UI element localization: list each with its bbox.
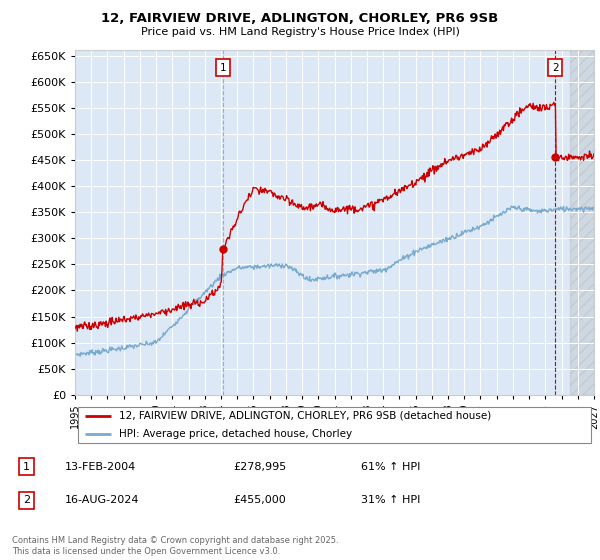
Text: 13-FEB-2004: 13-FEB-2004 [64,462,136,472]
Text: £455,000: £455,000 [233,495,286,505]
Text: £278,995: £278,995 [233,462,286,472]
Text: 2: 2 [552,63,559,73]
Text: Price paid vs. HM Land Registry's House Price Index (HPI): Price paid vs. HM Land Registry's House … [140,27,460,37]
Text: 12, FAIRVIEW DRIVE, ADLINGTON, CHORLEY, PR6 9SB: 12, FAIRVIEW DRIVE, ADLINGTON, CHORLEY, … [101,12,499,25]
Text: Contains HM Land Registry data © Crown copyright and database right 2025.
This d: Contains HM Land Registry data © Crown c… [12,536,338,556]
Text: 61% ↑ HPI: 61% ↑ HPI [361,462,421,472]
Text: 1: 1 [220,63,226,73]
Bar [569,50,594,395]
Text: 31% ↑ HPI: 31% ↑ HPI [361,495,421,505]
Text: 16-AUG-2024: 16-AUG-2024 [64,495,139,505]
Text: HPI: Average price, detached house, Chorley: HPI: Average price, detached house, Chor… [119,430,352,439]
Text: 1: 1 [23,462,30,472]
Text: 12, FAIRVIEW DRIVE, ADLINGTON, CHORLEY, PR6 9SB (detached house): 12, FAIRVIEW DRIVE, ADLINGTON, CHORLEY, … [119,411,491,421]
FancyBboxPatch shape [77,407,592,443]
Text: 2: 2 [23,495,30,505]
